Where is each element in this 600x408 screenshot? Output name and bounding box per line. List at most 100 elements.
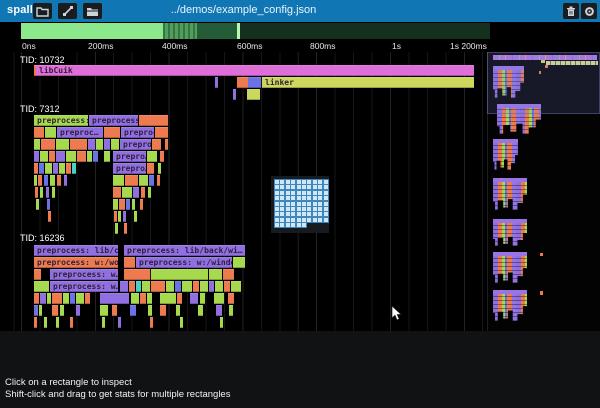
settings-button[interactable] <box>581 3 597 19</box>
flame-bar[interactable] <box>152 139 161 150</box>
flame-bar[interactable] <box>113 175 124 186</box>
flame-bar[interactable] <box>34 65 37 76</box>
flame-bar[interactable] <box>70 293 75 304</box>
flame-bar[interactable] <box>126 199 130 210</box>
flame-bar[interactable] <box>248 77 261 88</box>
flame-bar[interactable] <box>104 139 110 150</box>
flame-bar[interactable] <box>124 223 127 234</box>
flame-bar[interactable] <box>215 281 223 292</box>
flame-bar[interactable] <box>247 89 260 100</box>
flame-bar[interactable] <box>136 281 141 292</box>
flame-bar[interactable] <box>147 163 154 174</box>
flame-bar[interactable] <box>34 151 39 162</box>
minimap-thumbnail[interactable] <box>493 219 527 246</box>
flame-bar[interactable] <box>34 281 49 292</box>
flame-bar[interactable]: prepro… <box>113 151 146 162</box>
flame-bar[interactable] <box>149 175 154 186</box>
flame-bar[interactable] <box>88 139 95 150</box>
flame-bar[interactable] <box>34 127 44 138</box>
flame-bar[interactable] <box>113 187 121 198</box>
flame-bar[interactable] <box>39 305 42 316</box>
flame-bar[interactable] <box>139 175 148 186</box>
flame-bar[interactable] <box>151 269 208 280</box>
flame-bar[interactable] <box>233 257 245 268</box>
flame-bar[interactable] <box>148 305 152 316</box>
flame-bar[interactable] <box>125 175 138 186</box>
flame-bar[interactable] <box>130 305 136 316</box>
flame-bar[interactable] <box>224 281 230 292</box>
flame-bar[interactable] <box>165 139 168 150</box>
flame-bar[interactable] <box>134 211 137 222</box>
flame-bar[interactable] <box>45 127 56 138</box>
flame-bar[interactable] <box>40 293 46 304</box>
flame-bar[interactable]: preprocess: w:/work… <box>34 257 118 268</box>
flame-bar[interactable] <box>60 305 64 316</box>
selection-grid[interactable] <box>271 176 329 233</box>
flame-bar[interactable] <box>39 163 44 174</box>
load-config-button[interactable] <box>83 3 102 19</box>
flame-bar[interactable] <box>124 257 135 268</box>
flame-bar[interactable] <box>216 305 222 316</box>
flame-bar[interactable] <box>122 187 132 198</box>
flame-bar[interactable] <box>50 175 55 186</box>
overview-segment[interactable] <box>163 23 197 39</box>
overview-segment[interactable] <box>197 23 237 39</box>
flame-bar[interactable] <box>34 269 41 280</box>
flame-bar[interactable] <box>220 317 223 328</box>
flame-bar[interactable] <box>85 293 90 304</box>
flame-bar[interactable] <box>233 89 236 100</box>
flame-bar[interactable] <box>38 175 42 186</box>
flame-bar[interactable] <box>77 151 86 162</box>
minimap-thumbnail[interactable] <box>493 139 518 170</box>
flame-bar[interactable] <box>56 151 65 162</box>
flame-bar[interactable] <box>70 317 73 328</box>
flame-bar[interactable] <box>223 269 234 280</box>
flame-bar[interactable] <box>140 293 146 304</box>
flame-bar[interactable] <box>175 281 181 292</box>
flame-bar[interactable] <box>140 199 143 210</box>
flame-bar[interactable] <box>200 281 208 292</box>
flame-bar[interactable] <box>76 293 84 304</box>
overview-segment[interactable] <box>237 23 240 39</box>
flame-bar[interactable] <box>104 127 120 138</box>
flame-bar[interactable] <box>129 281 135 292</box>
flame-bar[interactable] <box>142 281 150 292</box>
flame-bar[interactable] <box>182 281 192 292</box>
minimap-thumbnail[interactable] <box>493 290 527 321</box>
flame-bar[interactable] <box>66 163 71 174</box>
open-file-button[interactable] <box>33 3 52 19</box>
flame-bar[interactable] <box>112 305 117 316</box>
flame-bar[interactable] <box>120 281 128 292</box>
flame-bar[interactable] <box>123 211 126 222</box>
flame-bar[interactable] <box>34 293 39 304</box>
flame-bar[interactable] <box>237 77 248 88</box>
flame-bar[interactable] <box>113 199 118 210</box>
flame-bar[interactable]: preprocess:… <box>89 115 138 126</box>
flame-bar[interactable] <box>48 211 51 222</box>
flame-bar[interactable]: preprocess: w:/windo… <box>136 257 232 268</box>
flame-bar[interactable]: preprocess: lib/back/wi… <box>124 245 245 256</box>
flame-bar[interactable] <box>160 151 164 162</box>
flame-bar[interactable]: preproc… <box>57 127 103 138</box>
flame-bar[interactable]: libCuik <box>36 65 474 76</box>
flame-bar[interactable] <box>46 187 49 198</box>
overview-segment[interactable] <box>240 23 490 39</box>
flame-bar[interactable] <box>57 175 61 186</box>
flame-bar[interactable] <box>228 293 234 304</box>
flame-bar[interactable] <box>229 305 233 316</box>
flame-bar[interactable] <box>52 293 62 304</box>
flame-bar[interactable] <box>76 305 80 316</box>
delete-button[interactable] <box>563 3 579 19</box>
flame-bar[interactable] <box>115 223 118 234</box>
minimap-thumbnail[interactable] <box>493 178 527 210</box>
measure-button[interactable] <box>58 3 77 19</box>
flame-bar[interactable] <box>114 211 117 222</box>
flame-bar[interactable] <box>52 187 55 198</box>
flame-bar[interactable]: preprocess: w… <box>50 281 118 292</box>
flame-bar[interactable] <box>44 175 48 186</box>
flame-bar[interactable] <box>198 305 203 316</box>
flame-bar[interactable] <box>111 139 119 150</box>
flame-bar[interactable] <box>59 163 65 174</box>
flame-bar[interactable] <box>96 139 103 150</box>
flame-bar[interactable]: preprocess: w… <box>50 269 118 280</box>
